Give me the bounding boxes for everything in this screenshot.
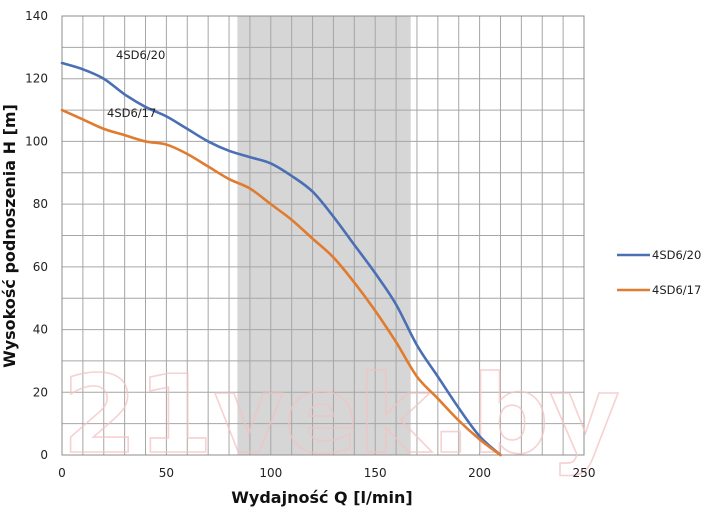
series-layer <box>60 61 502 457</box>
x-axis-title: Wydajność Q [l/min] <box>231 488 412 507</box>
watermark-text: 21vek.by <box>62 353 620 478</box>
y-tick-label: 40 <box>33 323 48 337</box>
plot-area-border <box>61 15 585 456</box>
y-tick-label: 80 <box>33 197 48 211</box>
x-tick-label: 250 <box>573 466 596 480</box>
y-tick-label: 100 <box>25 134 48 148</box>
y-axis-title: Wysokość podnoszenia H [m] <box>0 104 19 368</box>
curve-labels-layer: 4SD6/20 4SD6/17 <box>107 48 165 120</box>
curve-label-2: 4SD6/17 <box>107 106 156 120</box>
watermark-layer: 21vek.by <box>61 352 621 479</box>
grid-layer <box>61 15 585 456</box>
series-line-1 <box>60 61 502 457</box>
y-tick-label: 120 <box>25 72 48 86</box>
legend-label-2: 4SD6/17 <box>652 283 701 297</box>
legend-label-1: 4SD6/20 <box>652 248 701 262</box>
curve-label-1: 4SD6/20 <box>116 48 165 62</box>
tick-labels-layer: 0 50 100 150 200 250 0 20 40 60 80 100 120 140 <box>25 9 595 480</box>
x-tick-label: 50 <box>159 466 174 480</box>
y-tick-label: 20 <box>33 385 48 399</box>
x-tick-label: 0 <box>58 466 66 480</box>
x-tick-label: 150 <box>364 466 387 480</box>
y-tick-label: 60 <box>33 260 48 274</box>
y-tick-label: 140 <box>25 9 48 23</box>
series-line-2 <box>60 108 502 457</box>
x-tick-label: 200 <box>468 466 491 480</box>
y-tick-label: 0 <box>40 448 48 462</box>
legend: 4SD6/20 4SD6/17 <box>617 248 701 297</box>
x-tick-label: 100 <box>259 466 282 480</box>
